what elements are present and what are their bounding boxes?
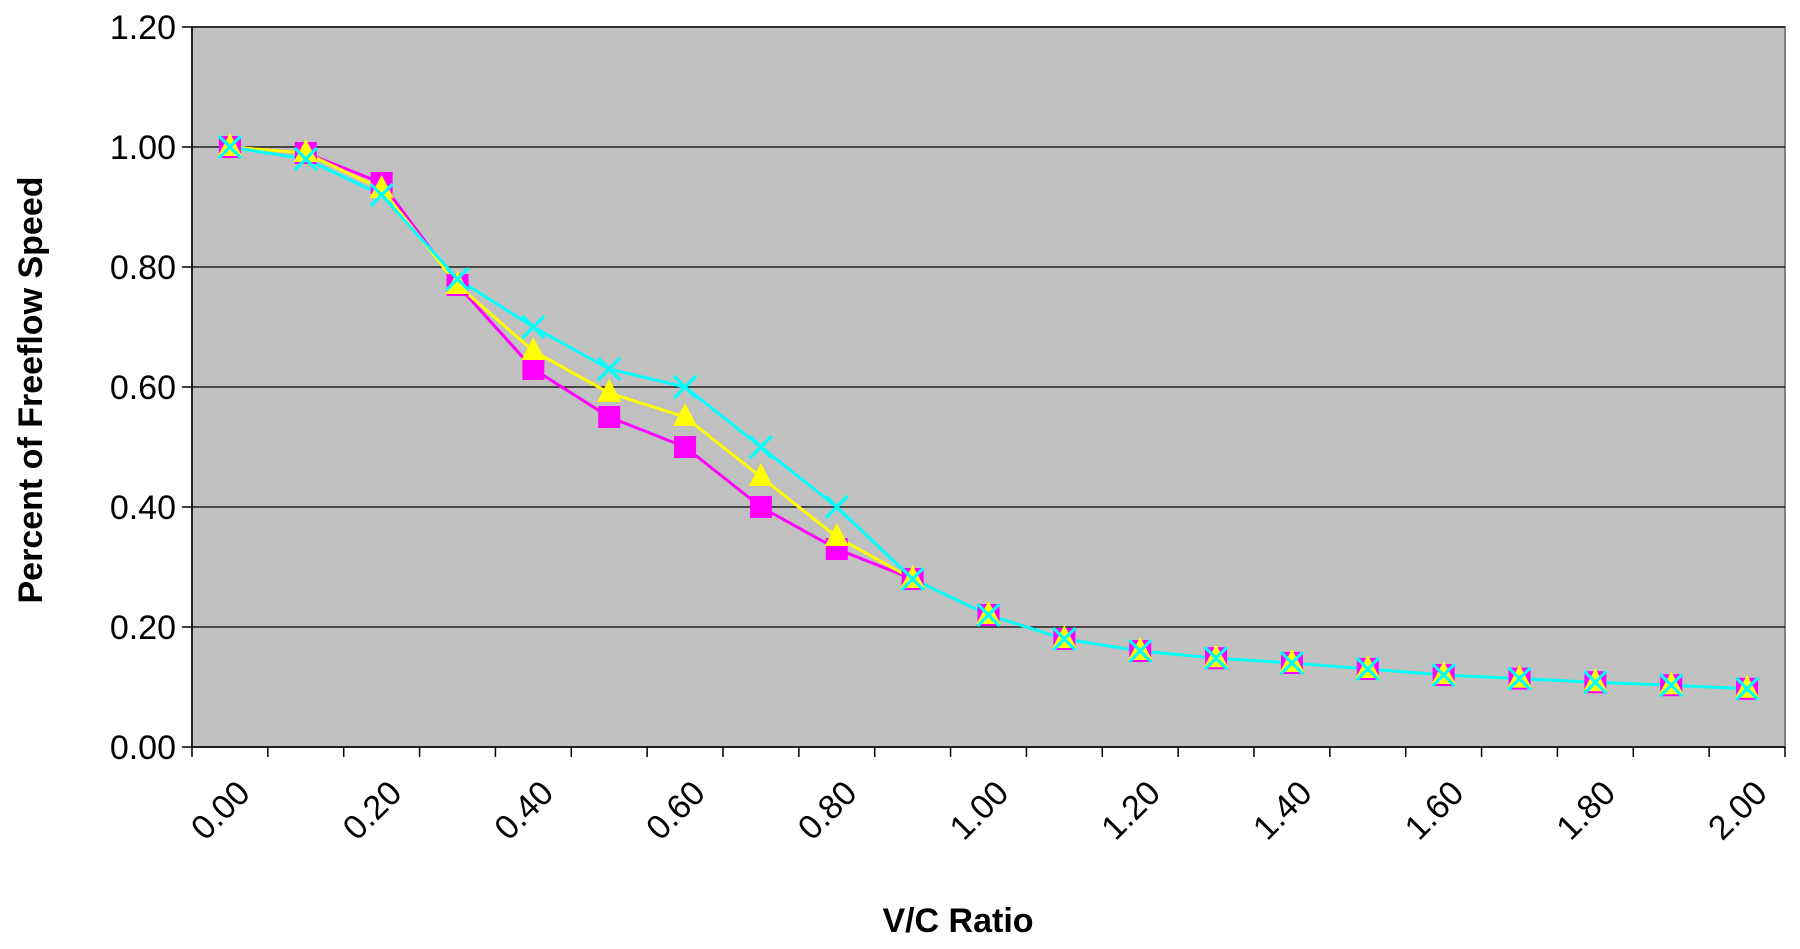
x-tick-label: 1.40 xyxy=(1246,774,1320,848)
data-point-x xyxy=(1203,646,1229,671)
data-point-triangle xyxy=(1659,671,1684,695)
data-point-x xyxy=(369,182,394,208)
series-layer xyxy=(217,133,1760,701)
x-tick-label: 0.60 xyxy=(639,774,713,848)
plot-area xyxy=(191,26,1786,748)
data-point-x xyxy=(976,602,1001,628)
y-tick-label: 0.80 xyxy=(110,249,176,287)
data-point-x xyxy=(1431,662,1456,688)
data-point-x xyxy=(293,146,318,172)
data-point-x xyxy=(1355,656,1380,682)
data-point-x xyxy=(1659,673,1684,698)
data-point-triangle xyxy=(521,337,546,360)
y-tick-label: 0.00 xyxy=(110,729,176,767)
data-point-x xyxy=(900,566,925,592)
data-point-triangle xyxy=(900,565,925,588)
data-point-triangle xyxy=(597,379,622,402)
data-point-x xyxy=(1507,666,1532,691)
data-point-triangle xyxy=(1735,674,1760,698)
data-point-x xyxy=(1128,638,1153,664)
x-axis-title: V/C Ratio xyxy=(882,902,1033,940)
data-point-triangle xyxy=(369,175,394,198)
y-tick-label: 0.60 xyxy=(110,369,176,407)
data-point-triangle xyxy=(445,271,470,294)
data-point-x xyxy=(824,494,849,520)
data-point-triangle xyxy=(217,133,242,156)
data-point-x xyxy=(1734,676,1760,701)
data-point-x xyxy=(672,374,698,400)
data-point-square xyxy=(749,496,772,518)
data-point-triangle xyxy=(1279,649,1304,672)
data-point-x xyxy=(597,356,622,382)
data-point-triangle xyxy=(1052,625,1077,648)
data-point-triangle xyxy=(976,601,1001,624)
data-point-square xyxy=(674,436,697,458)
data-point-x xyxy=(521,314,546,340)
data-point-triangle xyxy=(1431,661,1456,684)
series-markers-3 xyxy=(217,134,1760,701)
data-point-x xyxy=(748,434,774,460)
data-point-triangle xyxy=(824,523,849,546)
x-tick-label: 0.40 xyxy=(487,774,561,848)
x-tick-label: 1.20 xyxy=(1094,774,1168,848)
x-tick-label: 1.80 xyxy=(1549,774,1623,848)
data-point-x xyxy=(217,134,243,160)
x-tick-label: 0.20 xyxy=(336,774,410,848)
x-tick-label: 0.80 xyxy=(791,774,865,848)
data-point-triangle xyxy=(1355,655,1380,678)
data-point-square xyxy=(522,358,545,380)
x-tick-label: 2.00 xyxy=(1701,774,1775,848)
data-point-square xyxy=(598,406,621,428)
y-tick-label: 1.20 xyxy=(110,9,176,47)
x-tick-label: 0.00 xyxy=(184,774,258,848)
data-point-x xyxy=(1583,670,1608,695)
data-point-triangle xyxy=(673,403,698,426)
data-point-x xyxy=(445,266,470,292)
y-tick-label: 1.00 xyxy=(110,129,176,167)
x-tick-label: 1.00 xyxy=(942,774,1016,848)
series-markers-2 xyxy=(217,133,1760,698)
data-point-triangle xyxy=(1204,644,1229,668)
data-point-triangle xyxy=(1583,668,1608,692)
y-tick-label: 0.20 xyxy=(110,609,176,647)
x-tick-label: 1.60 xyxy=(1398,774,1472,848)
y-tick-label: 0.40 xyxy=(110,489,176,527)
data-point-triangle xyxy=(293,139,318,162)
y-axis-title: Percent of Freeflow Speed xyxy=(12,177,50,604)
data-point-x xyxy=(1052,626,1077,652)
data-point-x xyxy=(1279,650,1305,676)
data-point-triangle xyxy=(1507,664,1532,688)
data-point-triangle xyxy=(748,463,773,486)
data-point-triangle xyxy=(1128,637,1153,660)
